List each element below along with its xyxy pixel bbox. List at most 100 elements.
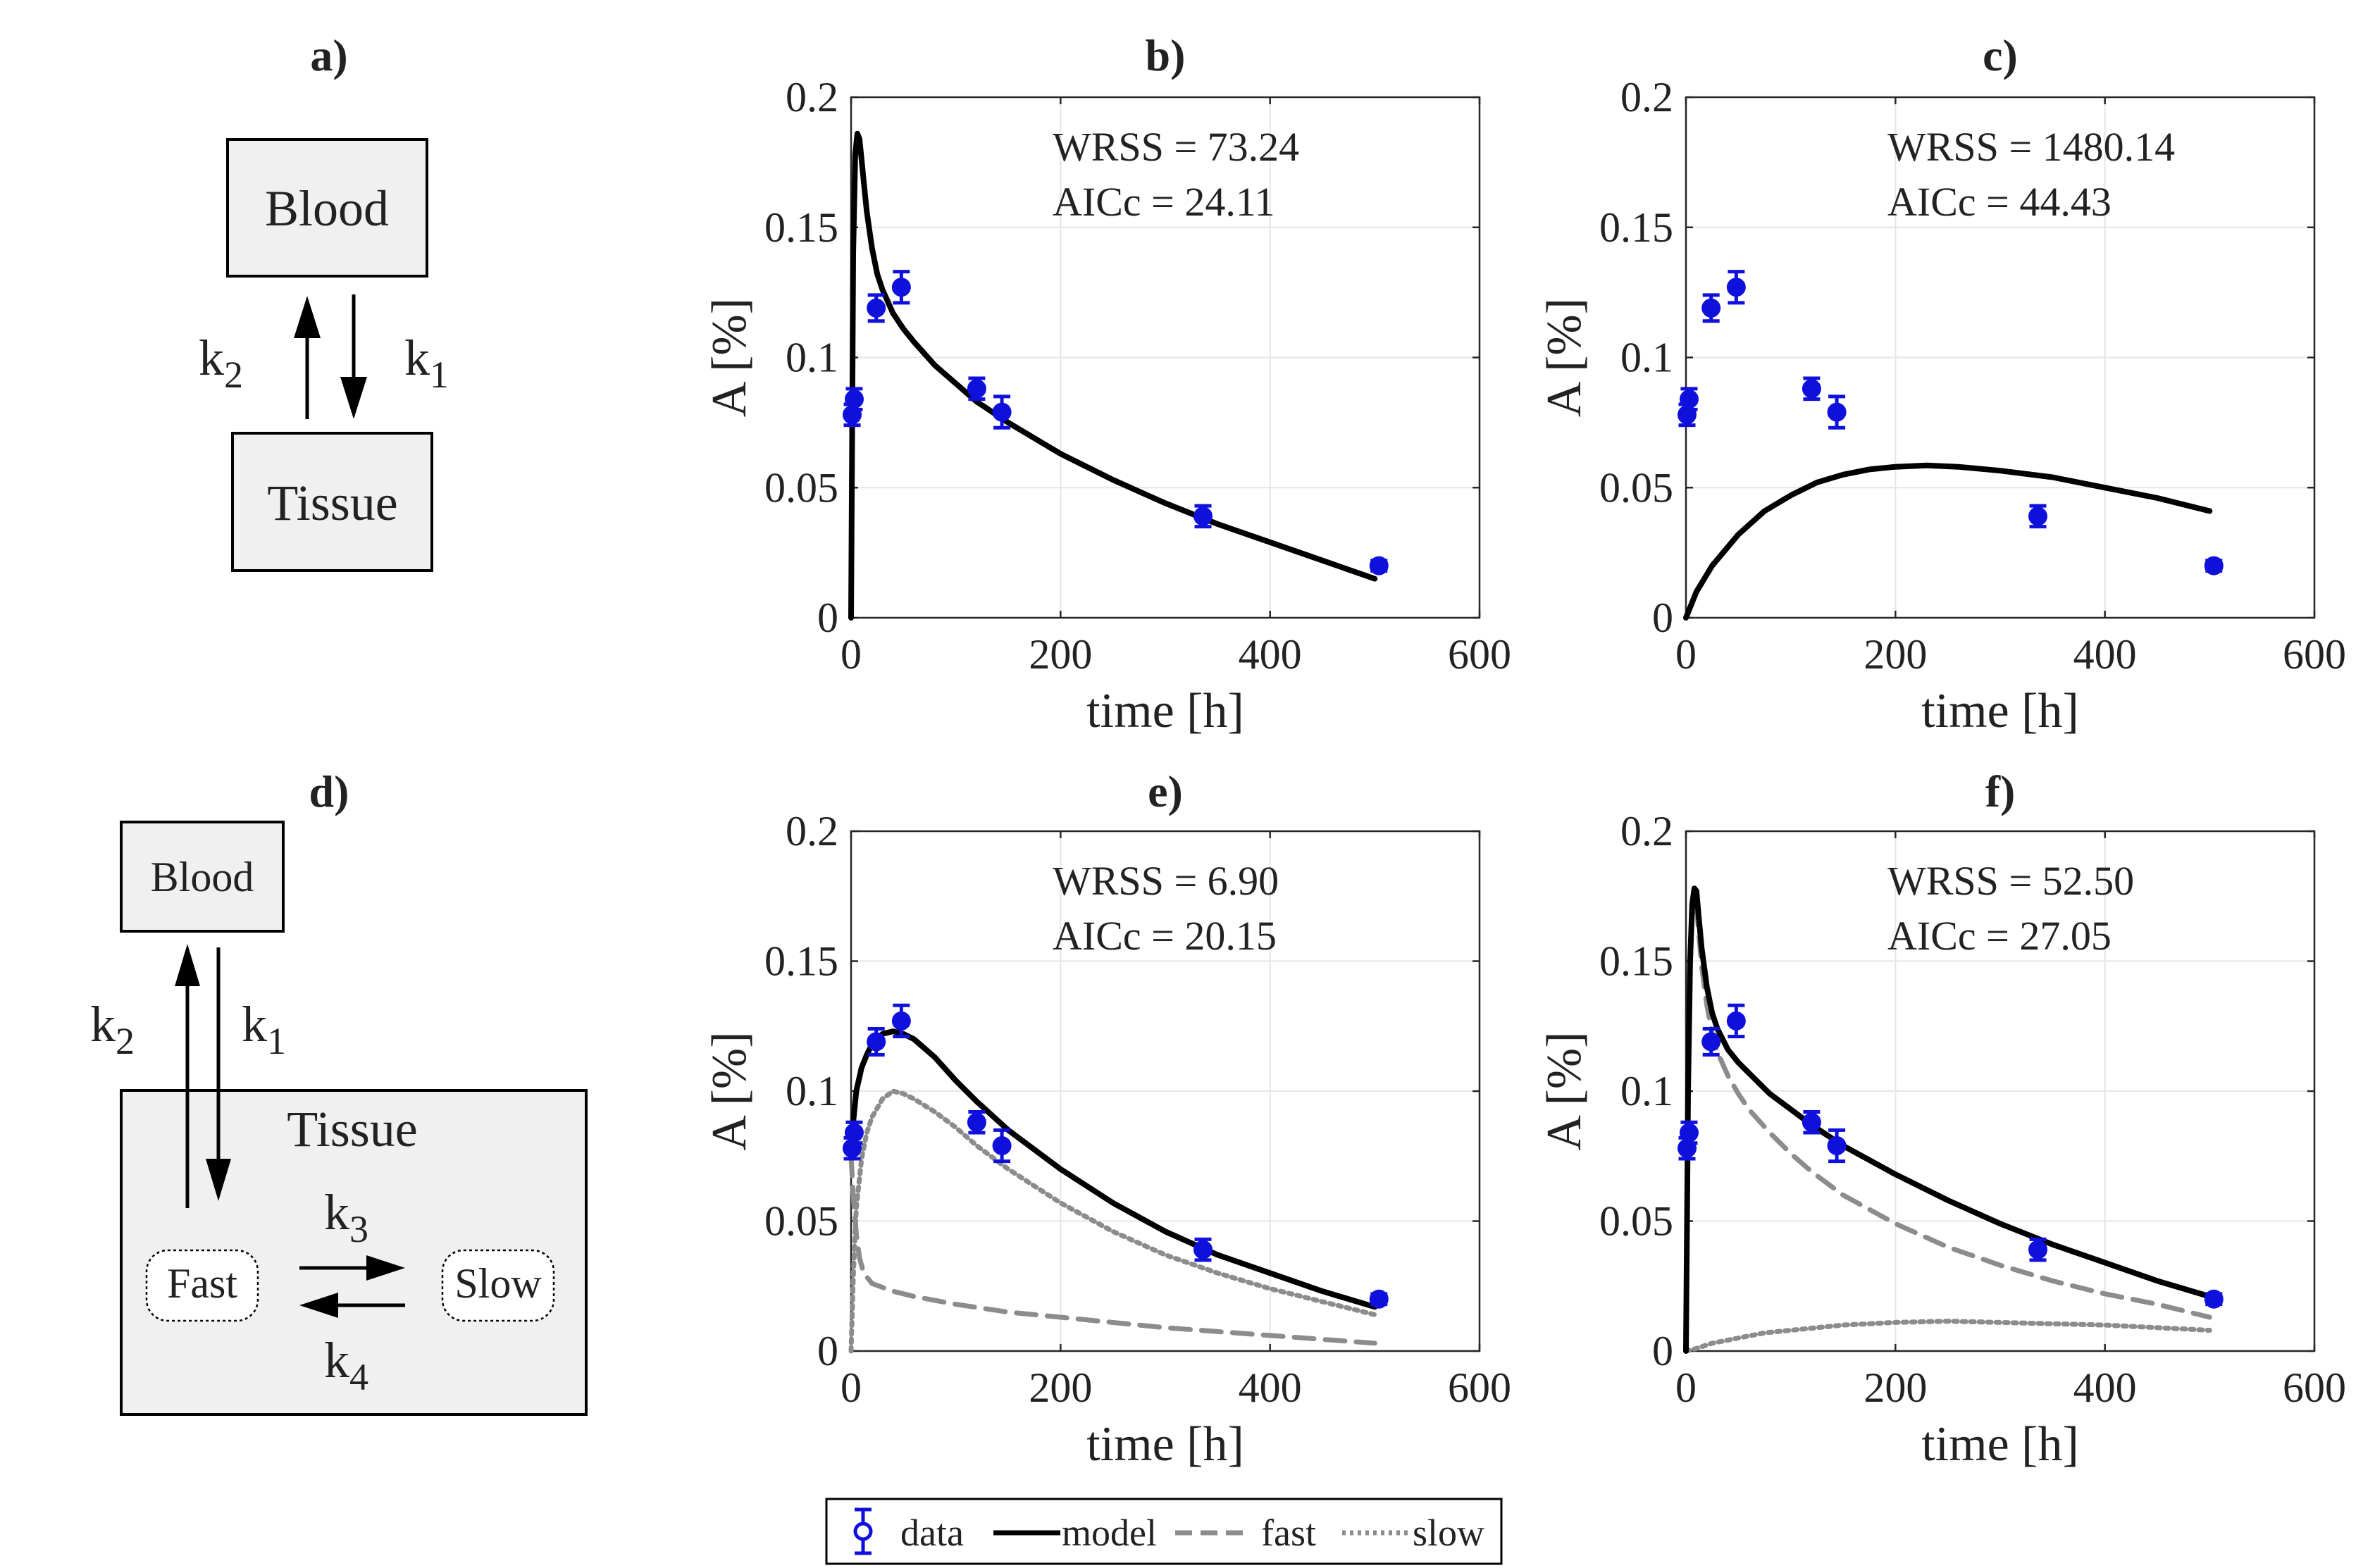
x-tick-label-3: 600 — [1448, 1364, 1511, 1411]
k1-label-d: k1 — [242, 996, 286, 1062]
data-marker — [2028, 1240, 2048, 1259]
data-point-7 — [2204, 556, 2224, 575]
k1-label: k1 — [404, 330, 449, 396]
y-tick-label-2: 0.1 — [786, 335, 838, 381]
data-point-5 — [1827, 1128, 1847, 1164]
chart-panel-c: 0 200 400 600 0 0.05 0.1 0.15 0.2 time [h] A [%] c)… — [1537, 30, 2346, 738]
arrow-k4-head — [299, 1293, 338, 1318]
data-point-5 — [1827, 394, 1847, 430]
arrow-k1-head — [340, 377, 367, 419]
y-tick-label-1: 0.05 — [764, 464, 838, 511]
arrow-k2-head — [294, 296, 321, 338]
chart-title: c) — [1983, 30, 2018, 80]
data-point-1 — [1679, 387, 1699, 411]
data-point-4 — [967, 376, 986, 402]
data-marker — [1827, 402, 1847, 422]
data-point-3 — [891, 1003, 911, 1039]
data-point-5 — [992, 1128, 1012, 1164]
k2-label: k2 — [199, 330, 243, 396]
data-marker — [891, 1011, 911, 1031]
data-point-5 — [992, 394, 1012, 430]
stat-annotation-1: AICc = 44.43 — [1887, 179, 2112, 225]
y-axis-label: A [%] — [702, 298, 757, 417]
chart-title: b) — [1146, 30, 1186, 80]
k4-label: k4 — [324, 1332, 368, 1398]
stat-annotation-0: WRSS = 1480.14 — [1887, 124, 2175, 170]
data-point-2 — [867, 293, 886, 323]
data-point-2 — [867, 1026, 886, 1057]
data-marker — [1802, 1112, 1821, 1132]
legend-slow-label: slow — [1413, 1512, 1484, 1554]
x-tick-label-0: 0 — [1675, 631, 1697, 678]
x-axis-label: time [h] — [1921, 684, 2079, 738]
y-tick-label-0: 0 — [817, 1328, 838, 1374]
data-marker — [2028, 506, 2048, 526]
data-marker — [867, 1032, 886, 1052]
data-marker — [1827, 1135, 1847, 1155]
data-marker — [992, 402, 1012, 422]
data-marker — [1369, 556, 1389, 575]
panel-label-d: d) — [309, 766, 349, 816]
data-marker — [1193, 506, 1213, 526]
data-point-6 — [1193, 1237, 1213, 1262]
y-tick-label-3: 0.15 — [764, 938, 838, 985]
data-marker — [844, 1123, 864, 1143]
y-tick-label-1: 0.05 — [1599, 1198, 1673, 1245]
x-tick-label-3: 600 — [1448, 631, 1511, 678]
y-axis-label: A [%] — [1537, 298, 1592, 417]
series-line-slow — [848, 1088, 1377, 1354]
series-line-model — [848, 1028, 1378, 1310]
y-tick-label-4: 0.2 — [786, 74, 838, 120]
data-point-7 — [1369, 556, 1389, 575]
legend-data-label: data — [900, 1512, 964, 1554]
x-tick-label-0: 0 — [1675, 1364, 1697, 1411]
data-marker — [2204, 556, 2224, 575]
data-point-6 — [2028, 1237, 2048, 1262]
arrow-k3-head — [366, 1255, 405, 1281]
y-tick-label-0: 0 — [1652, 595, 1673, 641]
data-point-2 — [1701, 1026, 1721, 1057]
fast-label: Fast — [167, 1260, 237, 1307]
tissue-label-d: Tissue — [287, 1101, 417, 1157]
data-marker — [992, 1135, 1012, 1155]
series-line-model — [1683, 885, 2213, 1354]
slow-compartment — [441, 1249, 555, 1322]
diagram-d: d) Blood Tissue k2 k1 Fast Slow k3 k4 — [90, 766, 588, 1416]
x-tick-label-2: 400 — [1239, 631, 1302, 678]
chart-panel-f: 0 200 400 600 0 0.05 0.1 0.15 0.2 time [h] A [%] f)… — [1537, 766, 2346, 1471]
blood-label-d: Blood — [151, 854, 254, 900]
data-point-1 — [1679, 1120, 1699, 1145]
y-tick-label-4: 0.2 — [786, 808, 838, 854]
data-point-3 — [891, 270, 911, 305]
blood-box — [226, 138, 428, 278]
series-line-model — [1683, 462, 2213, 621]
y-tick-label-3: 0.15 — [1599, 938, 1673, 985]
data-point-4 — [967, 1110, 986, 1135]
data-marker — [867, 298, 886, 318]
y-tick-label-3: 0.15 — [764, 204, 838, 251]
y-tick-label-4: 0.2 — [1620, 74, 1673, 120]
k3-label: k3 — [324, 1184, 368, 1250]
x-tick-label-2: 400 — [1239, 1364, 1302, 1411]
tissue-box — [231, 432, 433, 572]
arrow-k2-head-d — [175, 944, 200, 986]
data-marker — [967, 1112, 986, 1132]
y-tick-label-0: 0 — [1652, 1328, 1673, 1374]
series-line-fast — [1683, 893, 2212, 1354]
y-tick-label-2: 0.1 — [786, 1068, 838, 1114]
tissue-label: Tissue — [267, 475, 397, 531]
x-tick-label-2: 400 — [2073, 631, 2137, 678]
data-point-2 — [1701, 293, 1721, 323]
data-marker — [1369, 1289, 1389, 1309]
data-point-6 — [1193, 504, 1213, 529]
data-marker — [1701, 298, 1721, 318]
chart-panel-e: 0 200 400 600 0 0.05 0.1 0.15 0.2 time [h] A [%] e)… — [702, 766, 1511, 1471]
y-tick-label-2: 0.1 — [1620, 335, 1673, 381]
data-point-7 — [1369, 1289, 1389, 1309]
data-marker — [1193, 1240, 1213, 1259]
x-tick-label-1: 200 — [1029, 631, 1092, 678]
y-tick-label-3: 0.15 — [1599, 204, 1673, 251]
slow-label: Slow — [454, 1260, 542, 1307]
legend: data model fast slow — [825, 1498, 1503, 1565]
x-tick-label-1: 200 — [1864, 631, 1927, 678]
